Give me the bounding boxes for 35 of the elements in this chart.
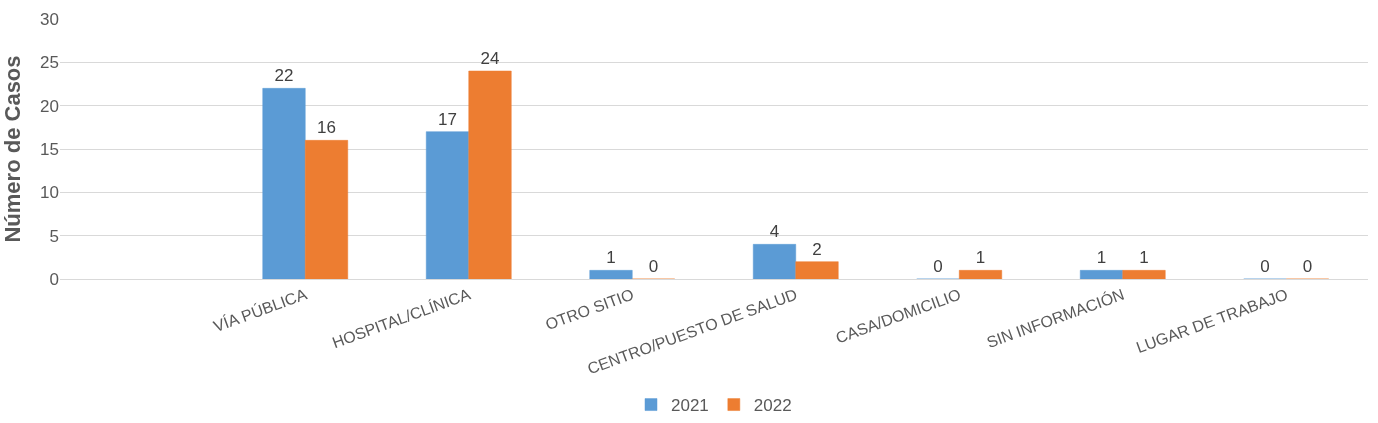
- y-tick-label: 5: [49, 226, 59, 246]
- y-tick-label: 10: [40, 183, 59, 203]
- data-label: 1: [975, 248, 986, 268]
- data-label: 0: [933, 257, 943, 276]
- data-label: 0: [1260, 257, 1270, 276]
- data-label: 0: [648, 257, 659, 276]
- bar: [262, 88, 306, 279]
- legend-label: 2022: [753, 396, 792, 416]
- data-label: 0: [1302, 257, 1313, 276]
- y-tick-label: 0: [49, 269, 59, 289]
- bar: [795, 261, 839, 279]
- data-label: 22: [274, 66, 294, 86]
- y-axis-title: Número de Casos: [0, 55, 25, 243]
- data-label: 1: [1139, 248, 1149, 268]
- bar: [468, 70, 512, 279]
- bar: [425, 131, 469, 279]
- bar: [959, 270, 1003, 279]
- y-tick-label: 20: [40, 96, 59, 116]
- bar: [752, 244, 796, 279]
- data-label: 17: [438, 109, 457, 129]
- y-tick-label: 30: [40, 9, 59, 29]
- bar: [305, 140, 349, 279]
- data-label: 4: [769, 222, 780, 242]
- data-label: 1: [1096, 248, 1107, 268]
- data-label: 24: [480, 49, 500, 68]
- bar: [589, 270, 633, 279]
- legend-label: 2021: [671, 396, 709, 416]
- data-label: 16: [317, 118, 336, 138]
- data-label: 2: [812, 239, 822, 259]
- y-tick-label: 25: [40, 53, 59, 73]
- y-tick-label: 15: [40, 139, 59, 159]
- x-tick-label: OTRO SITIO: [543, 285, 637, 334]
- bar: [1122, 270, 1166, 279]
- data-label: 1: [606, 248, 616, 268]
- bar: [1079, 270, 1123, 279]
